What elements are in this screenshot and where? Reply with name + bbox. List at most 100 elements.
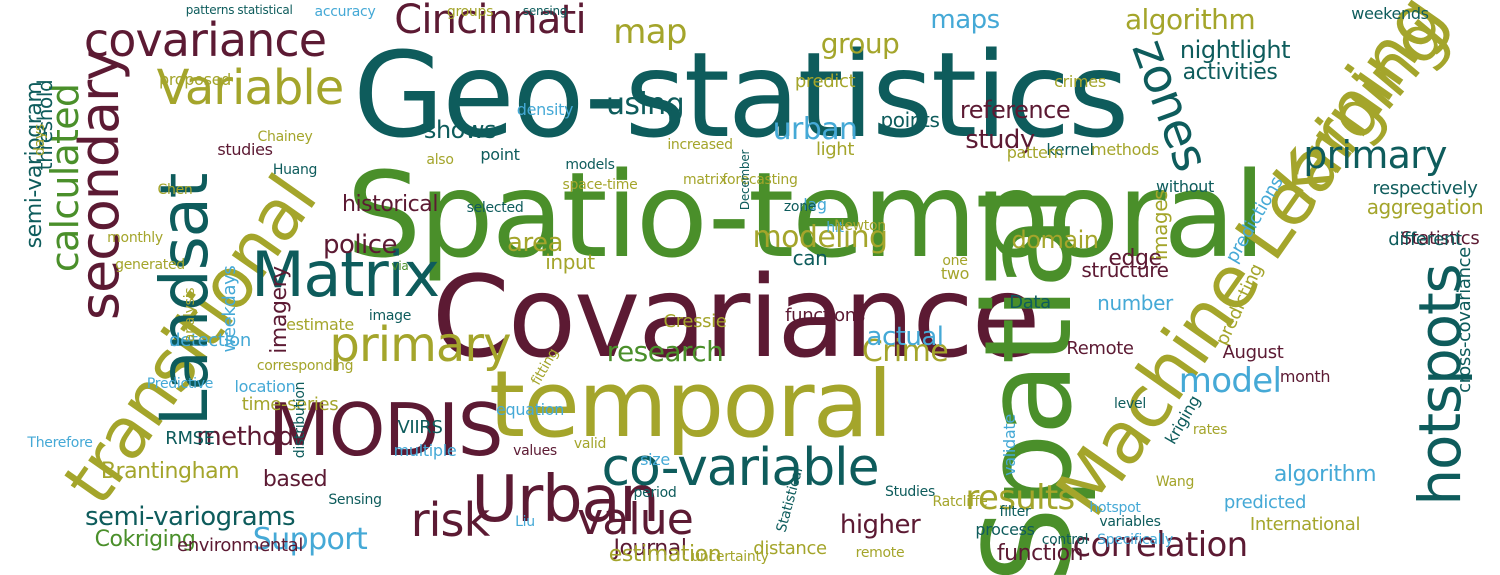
cloud-word: value [577,494,694,545]
cloud-word: light [815,139,855,160]
cloud-word: Urban [471,463,659,537]
cloud-word: rates [1192,422,1228,438]
cloud-word: predict [794,71,856,92]
cloud-word: Remote [1066,338,1134,359]
cloud-word: covariance [83,13,327,67]
cloud-word: Studies [885,484,935,500]
cloud-word: points [880,108,940,132]
cloud-word: study [965,125,1035,155]
cloud-word: edge [1108,246,1162,271]
cloud-word: distribution [292,381,308,459]
cloud-word: cross-covariance [1454,247,1475,393]
cloud-word: values [513,443,557,459]
cloud-word: method [196,422,294,452]
cloud-word: crimes [1054,72,1106,91]
cloud-word: proposed [159,70,231,89]
cloud-word: co-variable [601,438,879,498]
cloud-word: higher [839,510,921,540]
cloud-word: estimate [286,315,354,334]
cloud-word: pattern [1006,143,1064,162]
cloud-word: Matrix [251,238,440,311]
cloud-word: estimation [608,542,722,567]
cloud-word: Covariance [431,253,1041,383]
cloud-word: Wang [1155,474,1195,490]
cloud-word: sensing [522,4,568,18]
cloud-word: police [322,230,398,260]
cloud-word: also [426,152,454,168]
cloud-word: lag [803,195,827,214]
cloud-word: time-series [241,394,339,415]
cloud-word: Specifically [1097,532,1173,548]
cloud-word: based [262,467,328,492]
cloud-word: level [1114,396,1146,412]
cloud-word: imagery [267,266,292,354]
cloud-word: Sensing [328,492,382,508]
cloud-word: point [480,145,520,164]
cloud-word: primary [1303,133,1447,177]
cloud-word: semi-variograms [84,502,296,532]
cloud-word: nightlight [1179,36,1291,64]
cloud-word: via [391,259,409,273]
cloud-word: Predictive [146,376,214,392]
cloud-word: Therefore [27,435,93,451]
cloud-word: International [1249,514,1361,535]
cloud-word: historical [341,192,439,217]
cloud-word: can [792,246,828,270]
cloud-word: aggregation [1366,195,1484,219]
cloud-word: Chainey [257,129,313,145]
cloud-word: filter [999,504,1031,520]
cloud-word: Liu [515,514,535,530]
cloud-word: image [368,308,412,324]
cloud-word: variables [1099,514,1161,530]
cloud-word: weekends [1351,4,1429,23]
cloud-word: patterns [185,3,235,17]
cloud-word: equation [495,400,565,419]
cloud-word: group [820,27,900,60]
cloud-word: methods [1091,140,1159,159]
cloud-word: RMSE [165,428,215,449]
cloud-word: process [975,520,1035,539]
cloud-word: Chen [157,182,193,198]
cloud-word: Cincinnati [394,0,586,43]
cloud-word: Brantingham [100,459,240,484]
cloud-word: using [605,87,685,122]
cloud-word: map [613,12,687,52]
cloud-word: Newton [834,218,886,234]
cloud-word: algorithm [1124,3,1256,36]
cloud-word: Support [252,522,368,557]
cloud-word: area [507,228,563,258]
cloud-word: MODIS [268,388,503,472]
cloud-word: models [565,157,615,173]
cloud-word: forecasting [722,172,798,188]
cloud-word: accuracy [314,4,376,20]
cloud-word: month [1279,367,1331,386]
cloud-word: zone [783,199,817,215]
cloud-word: Cokriging [94,527,196,552]
cloud-word: location [234,377,296,396]
cloud-word: one [942,253,968,269]
cloud-word: model [1178,361,1282,401]
cloud-word: analysis [182,287,198,343]
cloud-word: reference [959,96,1071,124]
cloud-word: detection [169,330,251,351]
cloud-word: input [545,250,595,274]
cloud-word: monthly [107,230,163,246]
cloud-word: number [1097,291,1173,315]
cloud-word: correlation [1072,525,1249,565]
cloud-word: two [940,264,970,283]
cloud-word: Variable [156,60,345,116]
cloud-word: statistical [237,3,293,17]
cloud-word: predicted [1223,492,1307,513]
cloud-word: studies [217,140,273,159]
cloud-word: valid [573,436,607,452]
cloud-word: function [996,541,1084,566]
cloud-word: size [640,450,670,469]
cloud-word: control [1041,532,1089,548]
cloud-word: days [32,124,48,156]
cloud-word: selected [466,200,524,216]
cloud-word: structure [1081,258,1169,282]
cloud-word: shows [423,116,497,144]
cloud-word: matrix [683,172,727,188]
cloud-word: urban [772,112,858,147]
cloud-word: distance [753,538,827,559]
